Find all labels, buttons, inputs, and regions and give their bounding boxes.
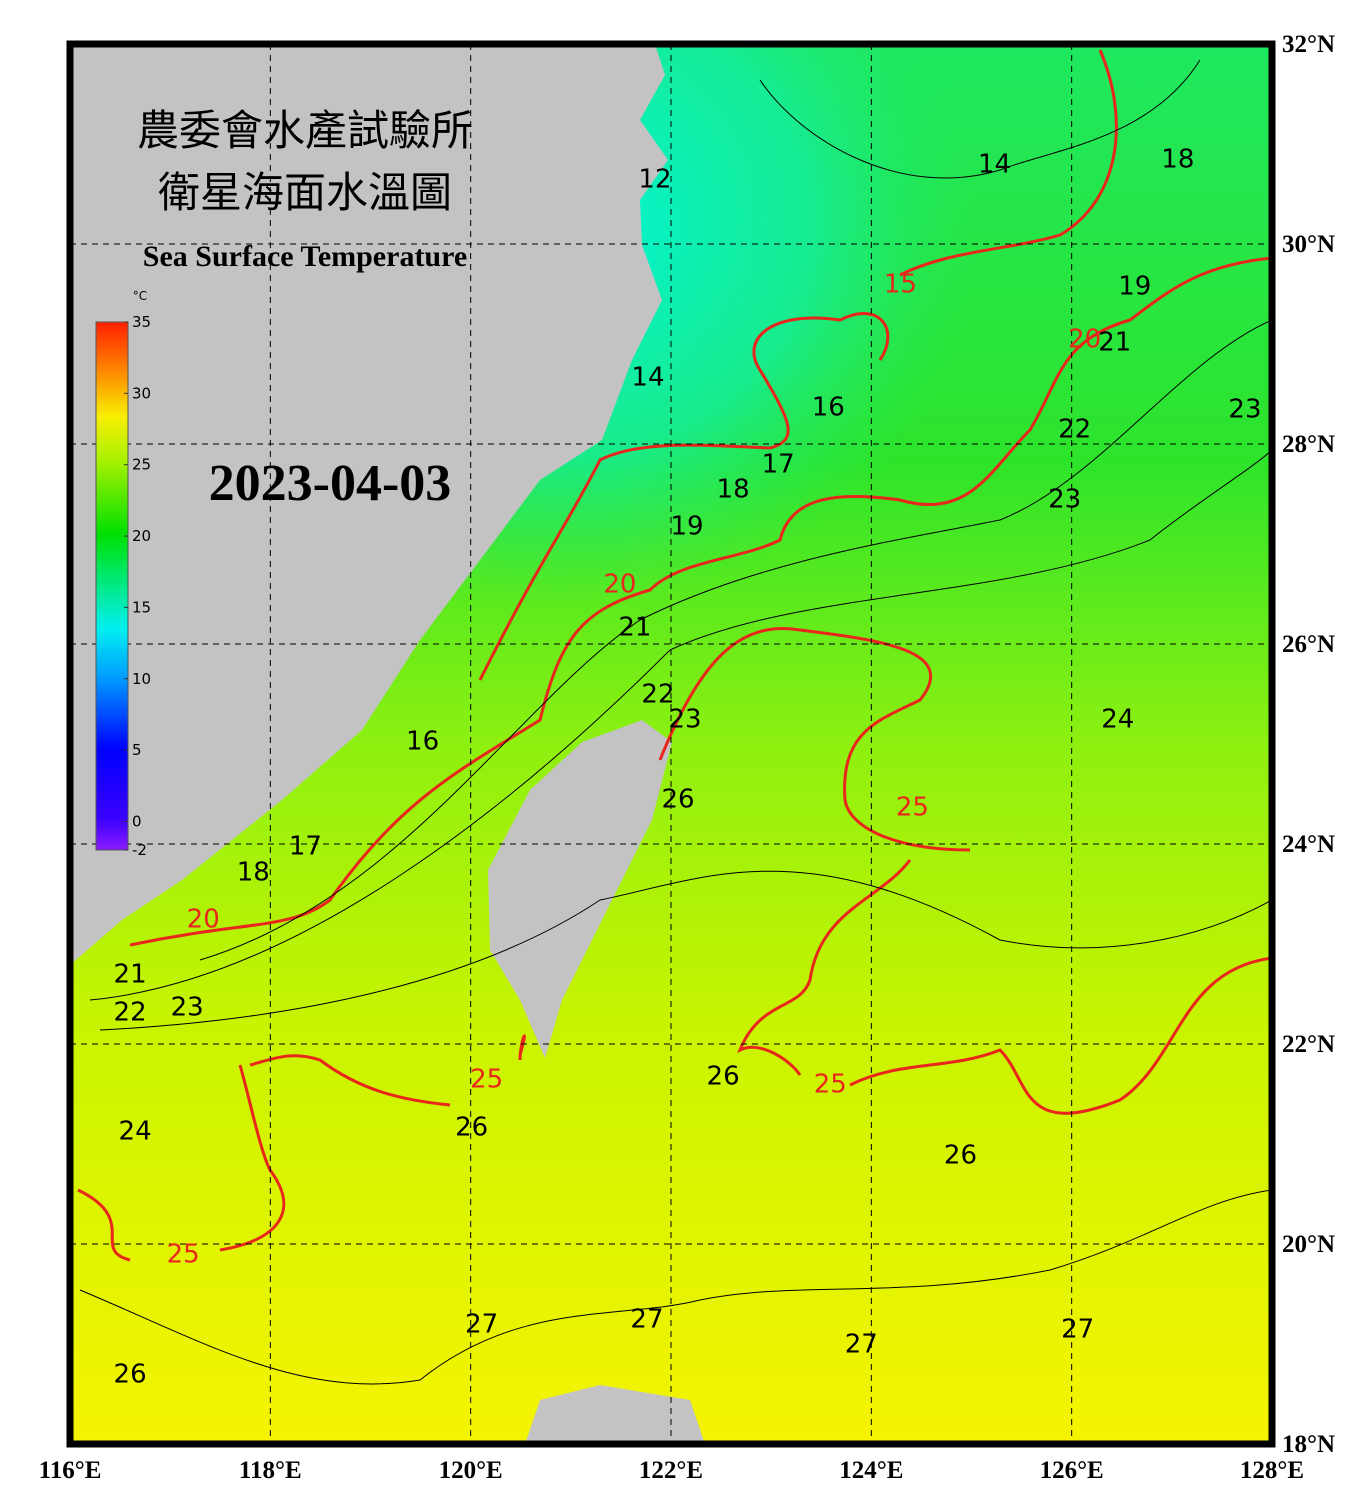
- contour-label: 19: [670, 512, 703, 542]
- y-tick-label: 28°N: [1282, 431, 1335, 458]
- contour-label: 24: [119, 1117, 152, 1147]
- isotherm: [658, 627, 1272, 1115]
- contour-label: 22: [641, 680, 674, 710]
- contour-label: 22: [1058, 415, 1091, 445]
- contour-label: 27: [845, 1330, 878, 1360]
- contour-label: 14: [978, 150, 1011, 180]
- y-tick-label: 18°N: [1282, 1431, 1335, 1458]
- luzon: [525, 1385, 705, 1444]
- contour-label: 18: [1161, 145, 1194, 175]
- contour-label: 12: [638, 165, 671, 195]
- minor-isotherms: [79, 59, 1272, 1385]
- x-tick-label: 128°E: [1240, 1457, 1304, 1484]
- contour-label: 21: [114, 960, 147, 990]
- contour-label: 23: [1228, 395, 1261, 425]
- contour-label: 25: [814, 1070, 847, 1100]
- colorbar-ticks: 35 30 25 20 15 10 5 0 -2: [124, 313, 151, 859]
- contour-label: 26: [707, 1062, 740, 1092]
- contour-label: 18: [237, 858, 270, 888]
- x-tick-label: 120°E: [439, 1457, 503, 1484]
- contour-label: 21: [1098, 328, 1131, 358]
- colorbar: [95, 321, 129, 851]
- isotherm: [79, 1189, 1272, 1385]
- contour-label: 21: [618, 613, 651, 643]
- y-tick-label: 32°N: [1282, 31, 1335, 58]
- contour-label: 26: [661, 785, 694, 815]
- colorbar-unit: °C: [133, 289, 147, 303]
- isotherm: [99, 870, 1272, 1031]
- contour-label: 16: [812, 393, 845, 423]
- y-tick-label: 24°N: [1282, 831, 1335, 858]
- colorbar-tick-label: 10: [132, 670, 151, 688]
- contour-label: 16: [406, 727, 439, 757]
- colorbar-tick-label: 35: [132, 313, 151, 331]
- contour-label: 17: [762, 450, 795, 480]
- x-tick-label: 122°E: [639, 1457, 703, 1484]
- title-line: 農委會水產試驗所: [137, 108, 473, 155]
- isotherm: [759, 59, 1201, 179]
- contour-label: 24: [1101, 705, 1134, 735]
- contour-label: 20: [603, 570, 636, 600]
- colorbar-tick-label: 5: [132, 741, 142, 759]
- contour-label: 20: [1068, 325, 1101, 355]
- subtitle: Sea Surface Temperature: [143, 240, 467, 273]
- contour-label: 27: [630, 1305, 663, 1335]
- x-tick-label: 126°E: [1040, 1457, 1104, 1484]
- contour-label: 17: [289, 832, 322, 862]
- contour-label: 14: [631, 363, 664, 393]
- y-tick-label: 22°N: [1282, 1031, 1335, 1058]
- x-tick-label: 116°E: [39, 1457, 102, 1484]
- map-frame: [66, 40, 1276, 1448]
- contour-label: 23: [1048, 485, 1081, 515]
- colorbar-tick-label: 20: [132, 527, 151, 545]
- taiwan: [488, 720, 672, 1058]
- x-tick-label: 118°E: [239, 1457, 302, 1484]
- isotherm: [89, 449, 1272, 1001]
- contour-label: 20: [187, 905, 220, 935]
- contour-label: 22: [114, 998, 147, 1028]
- date: 2023-04-03: [209, 455, 452, 512]
- contour-label: 19: [1118, 272, 1151, 302]
- contour-label: 26: [944, 1141, 977, 1171]
- contour-label: 23: [668, 705, 701, 735]
- y-tick-label: 20°N: [1282, 1231, 1335, 1258]
- contour-label: 27: [1061, 1315, 1094, 1345]
- contour-label: 26: [114, 1360, 147, 1390]
- isotherm: [478, 49, 1118, 681]
- y-tick-label: 30°N: [1282, 231, 1335, 258]
- colorbar-tick-label: 25: [132, 456, 151, 474]
- contour-label: 25: [470, 1065, 503, 1095]
- mainland: [70, 44, 668, 965]
- title-line: 衛星海面水溫圖: [158, 171, 452, 217]
- colorbar-tick-label: 0: [132, 812, 142, 830]
- major-isotherms: [77, 49, 1272, 1262]
- contour-label: 15: [884, 270, 917, 300]
- contour-label: 18: [717, 475, 750, 505]
- colorbar-tick-label: -2: [132, 841, 147, 859]
- contour-label: 25: [896, 793, 929, 823]
- y-tick-label: 26°N: [1282, 631, 1335, 658]
- x-tick-label: 124°E: [839, 1457, 903, 1484]
- contour-label: 23: [171, 993, 204, 1023]
- isotherm: [129, 256, 1272, 947]
- contour-label: 26: [455, 1113, 488, 1143]
- colorbar-tick-label: 15: [132, 598, 151, 616]
- contour-label: 25: [167, 1240, 200, 1270]
- isotherm: [199, 319, 1272, 961]
- colorbar-tick-label: 30: [132, 384, 151, 402]
- contour-label: 27: [465, 1310, 498, 1340]
